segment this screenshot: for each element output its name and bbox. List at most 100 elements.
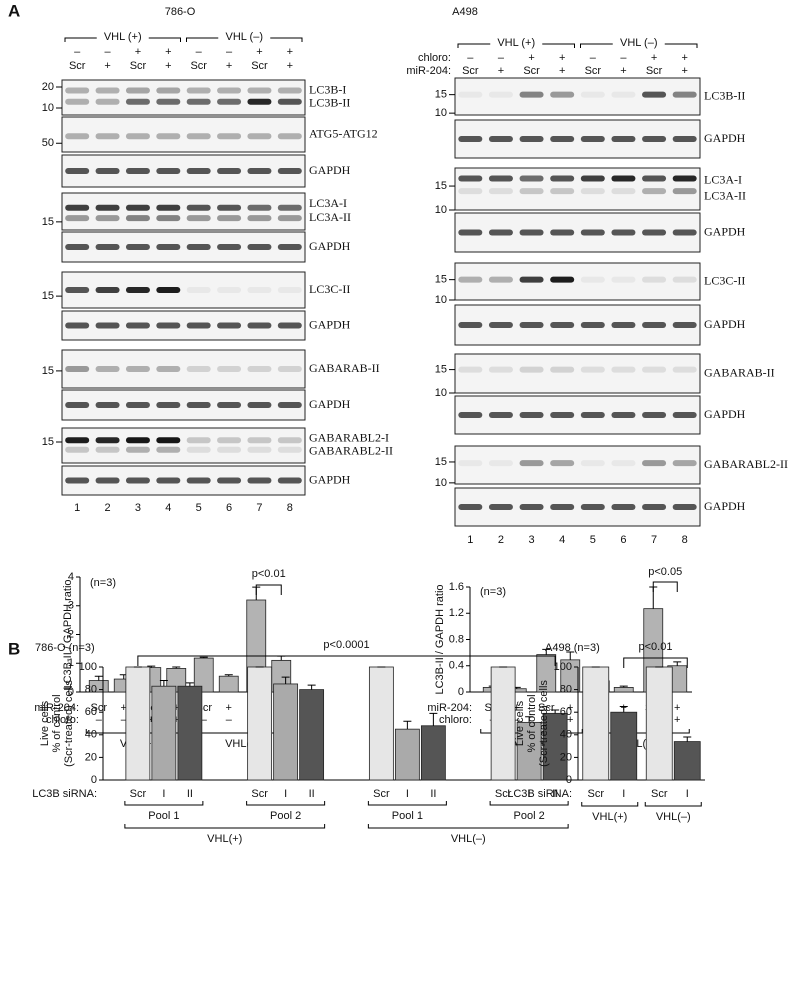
band — [156, 366, 181, 372]
band — [217, 98, 242, 105]
x-tick-label: I — [622, 788, 625, 800]
band — [458, 188, 483, 195]
p-value: p<0.05 — [648, 566, 682, 578]
band — [550, 188, 575, 195]
blot — [61, 349, 306, 389]
band — [277, 215, 302, 222]
chart-title: 786-O (n=3) — [35, 642, 95, 654]
band — [217, 366, 242, 372]
band — [519, 366, 544, 373]
band — [488, 175, 513, 182]
band — [65, 366, 90, 372]
blot-label: GAPDH — [309, 163, 351, 177]
band — [95, 204, 120, 211]
band — [95, 446, 120, 453]
blot — [454, 167, 701, 211]
band — [672, 460, 697, 467]
error-bar — [551, 709, 560, 714]
band — [611, 175, 636, 182]
band — [672, 322, 697, 328]
y-tick-label: 60 — [560, 706, 572, 718]
band — [217, 437, 242, 444]
band — [65, 87, 90, 94]
group-label: VHL(–) — [451, 833, 486, 845]
y-axis-label: (Scr-treated) cells — [63, 680, 75, 767]
chloro-label: – — [96, 714, 103, 726]
band — [642, 504, 667, 510]
chloro-label: – — [105, 46, 112, 58]
chloro-label: + — [567, 714, 573, 726]
band — [247, 133, 272, 140]
annotation: (n=3) — [480, 586, 506, 598]
bar — [420, 725, 446, 781]
band — [217, 168, 242, 174]
band — [65, 446, 90, 453]
mir204-label: Scr — [523, 65, 540, 77]
significance-bracket — [623, 657, 688, 668]
band — [519, 412, 544, 418]
error-bar — [159, 680, 168, 687]
blot — [454, 353, 701, 394]
band — [186, 446, 211, 453]
mw-marker: 10 — [435, 204, 447, 216]
bar — [516, 721, 542, 781]
chloro-label: – — [74, 46, 81, 58]
band — [186, 204, 211, 211]
y-tick-label: 40 — [85, 729, 97, 741]
band — [642, 91, 667, 98]
band — [156, 215, 181, 222]
mir204-label: + — [165, 60, 171, 72]
band — [519, 276, 544, 283]
band — [156, 477, 181, 484]
error-bar — [307, 684, 316, 690]
error-bar — [172, 666, 181, 669]
significance-bracket — [652, 581, 678, 592]
band — [277, 287, 302, 293]
group-label: VHL(+) — [592, 811, 627, 823]
bar — [542, 712, 568, 781]
lane-number: 3 — [135, 502, 141, 514]
band — [186, 322, 211, 329]
band — [217, 87, 242, 94]
lane-number: 6 — [226, 502, 232, 514]
blot-label: ATG5-ATG12 — [309, 126, 378, 140]
band — [186, 98, 211, 105]
band — [580, 366, 605, 373]
band — [642, 322, 667, 328]
band — [95, 287, 120, 293]
bar — [177, 685, 203, 781]
band — [217, 215, 242, 222]
band — [277, 322, 302, 329]
band — [65, 287, 90, 293]
group-label: Pool 1 — [392, 810, 423, 822]
y-axis-label: LC3B-II / GAPDH ratio — [62, 579, 74, 689]
bar — [490, 666, 516, 781]
band — [65, 133, 90, 140]
band — [611, 412, 636, 418]
error-bar — [281, 676, 290, 684]
y-tick-label: 80 — [85, 684, 97, 696]
mir204-label: Scr — [251, 60, 268, 72]
band — [458, 276, 483, 283]
blot-label: LC3A-II — [704, 188, 746, 202]
lane-number: 5 — [590, 534, 596, 546]
band — [247, 287, 272, 293]
band — [642, 175, 667, 182]
band — [125, 215, 150, 222]
band — [217, 322, 242, 329]
band — [611, 460, 636, 467]
band — [125, 322, 150, 329]
y-tick-label: 4 — [68, 571, 74, 583]
chloro-label: + — [651, 52, 657, 64]
y-axis-label: % of control — [526, 694, 538, 752]
blot-label: GAPDH — [704, 131, 746, 145]
band — [458, 504, 483, 510]
error-bar — [542, 648, 551, 655]
blot-label: GAPDH — [704, 407, 746, 421]
band — [247, 168, 272, 174]
band — [550, 229, 575, 236]
x-tick-label: + — [567, 702, 573, 714]
mw-marker: 10 — [435, 477, 447, 489]
blot-title: A498 — [452, 6, 478, 18]
band — [65, 322, 90, 329]
